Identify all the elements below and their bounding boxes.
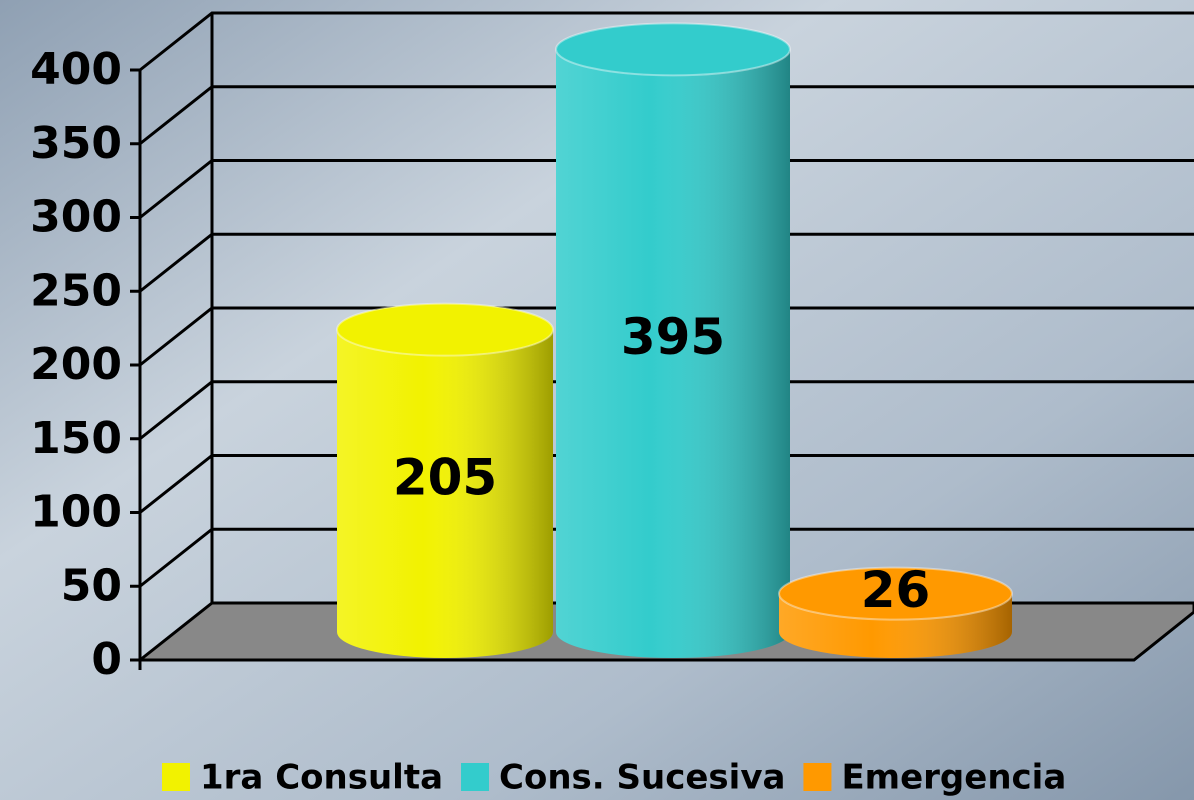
legend-label: Emergencia — [841, 758, 1066, 798]
bar-top — [336, 302, 554, 357]
legend-label: Cons. Sucesiva — [499, 758, 785, 798]
y-tick-label: 200 — [30, 339, 122, 390]
data-label: 395 — [621, 308, 725, 366]
grid-line — [139, 11, 1194, 72]
bar-top — [555, 22, 791, 77]
bar-shading — [337, 329, 553, 658]
grid-line — [139, 306, 1194, 367]
grid-line — [139, 454, 1194, 514]
y-tick-label: 100 — [30, 487, 122, 538]
data-label: 205 — [393, 448, 497, 506]
grid-line — [139, 527, 1194, 588]
legend-swatch — [461, 763, 490, 791]
legend-swatch — [162, 763, 190, 791]
bar-top — [778, 566, 1013, 621]
y-tick-label: 350 — [30, 118, 122, 169]
y-tick-label: 250 — [30, 265, 122, 316]
bar-shading — [779, 593, 1012, 658]
legend-label: 1ra Consulta — [200, 758, 443, 798]
grid-line — [139, 232, 1194, 293]
grid-line — [139, 85, 1194, 145]
y-tick-label: 150 — [30, 413, 122, 464]
y-tick-label: 300 — [30, 192, 122, 243]
y-tick-label: 400 — [30, 44, 122, 95]
y-tick-label: 50 — [61, 560, 122, 611]
grid-line — [139, 380, 1194, 440]
grid-line — [139, 159, 1194, 219]
bar-shading — [556, 49, 790, 658]
y-tick-label: 0 — [91, 634, 122, 685]
data-label: 26 — [861, 561, 931, 619]
legend-swatch — [803, 763, 832, 791]
